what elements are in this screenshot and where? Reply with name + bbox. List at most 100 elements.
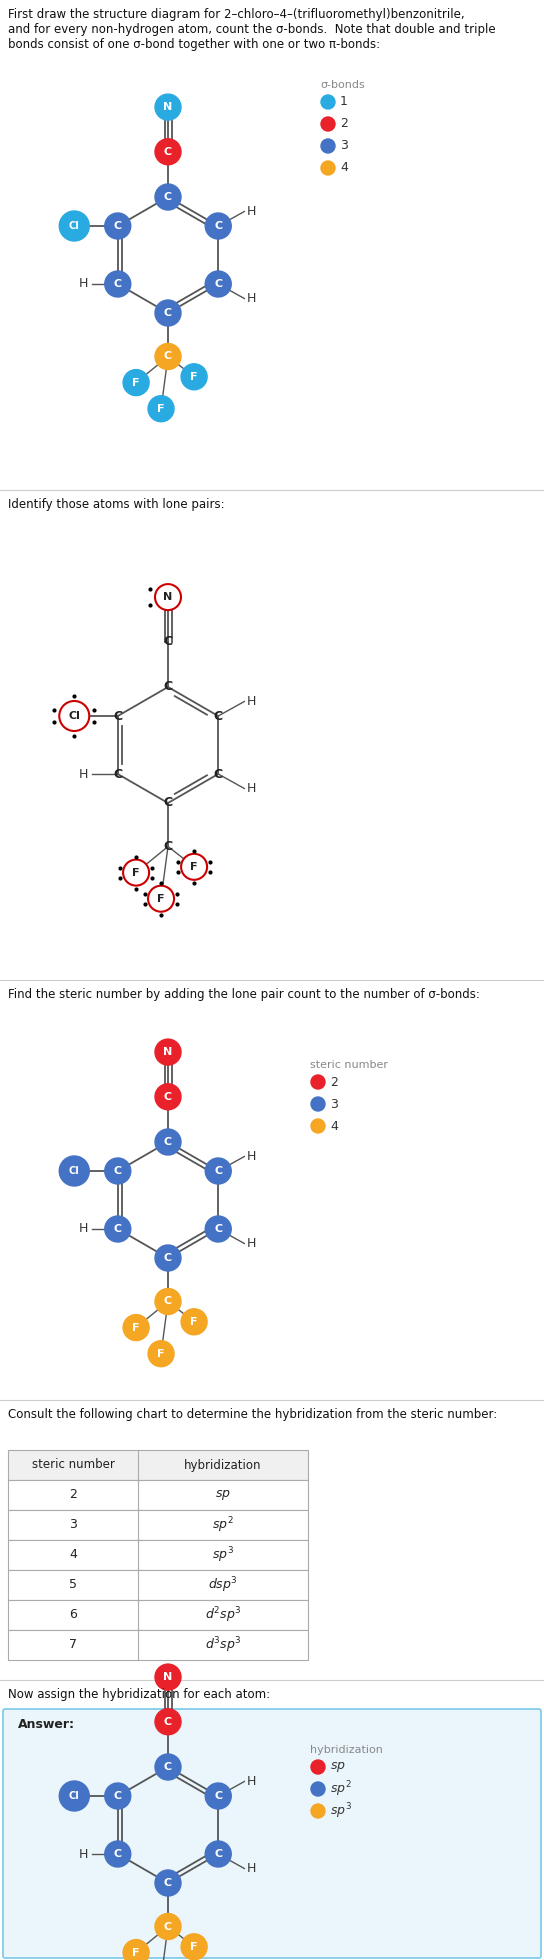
Text: 4: 4 [340,161,348,174]
Text: H: H [246,1237,256,1250]
Text: Cl: Cl [69,711,80,721]
Circle shape [155,343,181,370]
Text: C: C [164,1252,172,1262]
Text: Cl: Cl [69,221,79,231]
Circle shape [105,1840,131,1868]
Circle shape [59,1156,89,1186]
Circle shape [155,1084,181,1109]
Text: C: C [163,680,172,694]
Circle shape [181,1935,207,1960]
Circle shape [155,1709,181,1735]
Text: F: F [132,378,140,388]
Circle shape [155,184,181,210]
Text: C: C [163,841,172,853]
Text: σ-bonds: σ-bonds [320,80,364,90]
Text: F: F [157,404,165,414]
Circle shape [311,1098,325,1111]
Text: F: F [132,1948,140,1958]
Circle shape [205,1158,231,1184]
Circle shape [105,1215,131,1243]
Circle shape [155,1870,181,1895]
Text: F: F [132,1323,140,1333]
Bar [8,1599,308,1631]
Circle shape [105,1784,131,1809]
Bar [8,1541,308,1570]
Circle shape [205,1215,231,1243]
Text: First draw the structure diagram for 2–chloro–4–(trifluoromethyl)benzonitrile,
a: First draw the structure diagram for 2–c… [8,8,496,51]
Text: C: C [164,1137,172,1147]
Text: 3: 3 [330,1098,338,1111]
Text: C: C [164,308,172,318]
Text: F: F [157,1348,165,1358]
Text: $sp$: $sp$ [330,1760,346,1774]
Text: 3: 3 [69,1519,77,1531]
Text: C: C [114,1791,122,1801]
Text: 2: 2 [340,118,348,131]
Circle shape [155,1245,181,1270]
Circle shape [155,300,181,325]
Text: C: C [164,1762,172,1772]
Circle shape [155,584,181,610]
Text: C: C [114,1848,122,1858]
Text: C: C [113,768,122,780]
Text: H: H [246,1862,256,1876]
Circle shape [105,270,131,298]
Circle shape [59,702,89,731]
Text: H: H [246,292,256,306]
Text: C: C [114,1223,122,1235]
Bar [8,1480,308,1509]
Text: H: H [246,206,256,218]
Text: C: C [214,1223,222,1235]
Circle shape [311,1074,325,1090]
Text: steric number: steric number [32,1458,114,1472]
Circle shape [311,1782,325,1795]
Text: C: C [164,147,172,157]
Circle shape [148,396,174,421]
Text: F: F [190,1317,198,1327]
Circle shape [148,1341,174,1366]
Circle shape [321,139,335,153]
Circle shape [148,886,174,911]
Circle shape [155,1913,181,1940]
Text: C: C [114,278,122,288]
Circle shape [105,214,131,239]
Circle shape [59,1782,89,1811]
FancyBboxPatch shape [3,1709,541,1958]
Bar [8,1570,308,1599]
Circle shape [311,1119,325,1133]
Text: 2: 2 [330,1076,338,1088]
Text: Consult the following chart to determine the hybridization from the steric numbe: Consult the following chart to determine… [8,1407,497,1421]
Text: 2: 2 [69,1488,77,1501]
Text: C: C [214,278,222,288]
Text: N: N [163,1047,172,1056]
Circle shape [155,1754,181,1780]
Text: C: C [164,1921,172,1931]
Text: H: H [79,278,88,290]
Circle shape [155,139,181,165]
Text: C: C [113,710,122,723]
Text: N: N [163,102,172,112]
Text: 7: 7 [69,1639,77,1652]
Text: hybridization: hybridization [310,1744,383,1754]
Bar [8,1631,308,1660]
Text: C: C [114,1166,122,1176]
Text: C: C [214,1791,222,1801]
Text: N: N [163,1672,172,1682]
Text: H: H [79,768,88,780]
Text: $dsp^{3}$: $dsp^{3}$ [208,1576,238,1595]
Text: 4: 4 [69,1548,77,1562]
Circle shape [123,1940,149,1960]
Text: F: F [190,372,198,382]
Text: F: F [157,894,165,904]
Text: C: C [164,351,172,361]
Text: C: C [164,1878,172,1887]
Text: $sp^{3}$: $sp^{3}$ [330,1801,352,1821]
Circle shape [123,370,149,396]
Text: C: C [114,221,122,231]
Text: steric number: steric number [310,1060,388,1070]
Circle shape [205,214,231,239]
Text: H: H [246,1151,256,1162]
Circle shape [205,1840,231,1868]
Circle shape [181,1309,207,1335]
Circle shape [155,1129,181,1154]
